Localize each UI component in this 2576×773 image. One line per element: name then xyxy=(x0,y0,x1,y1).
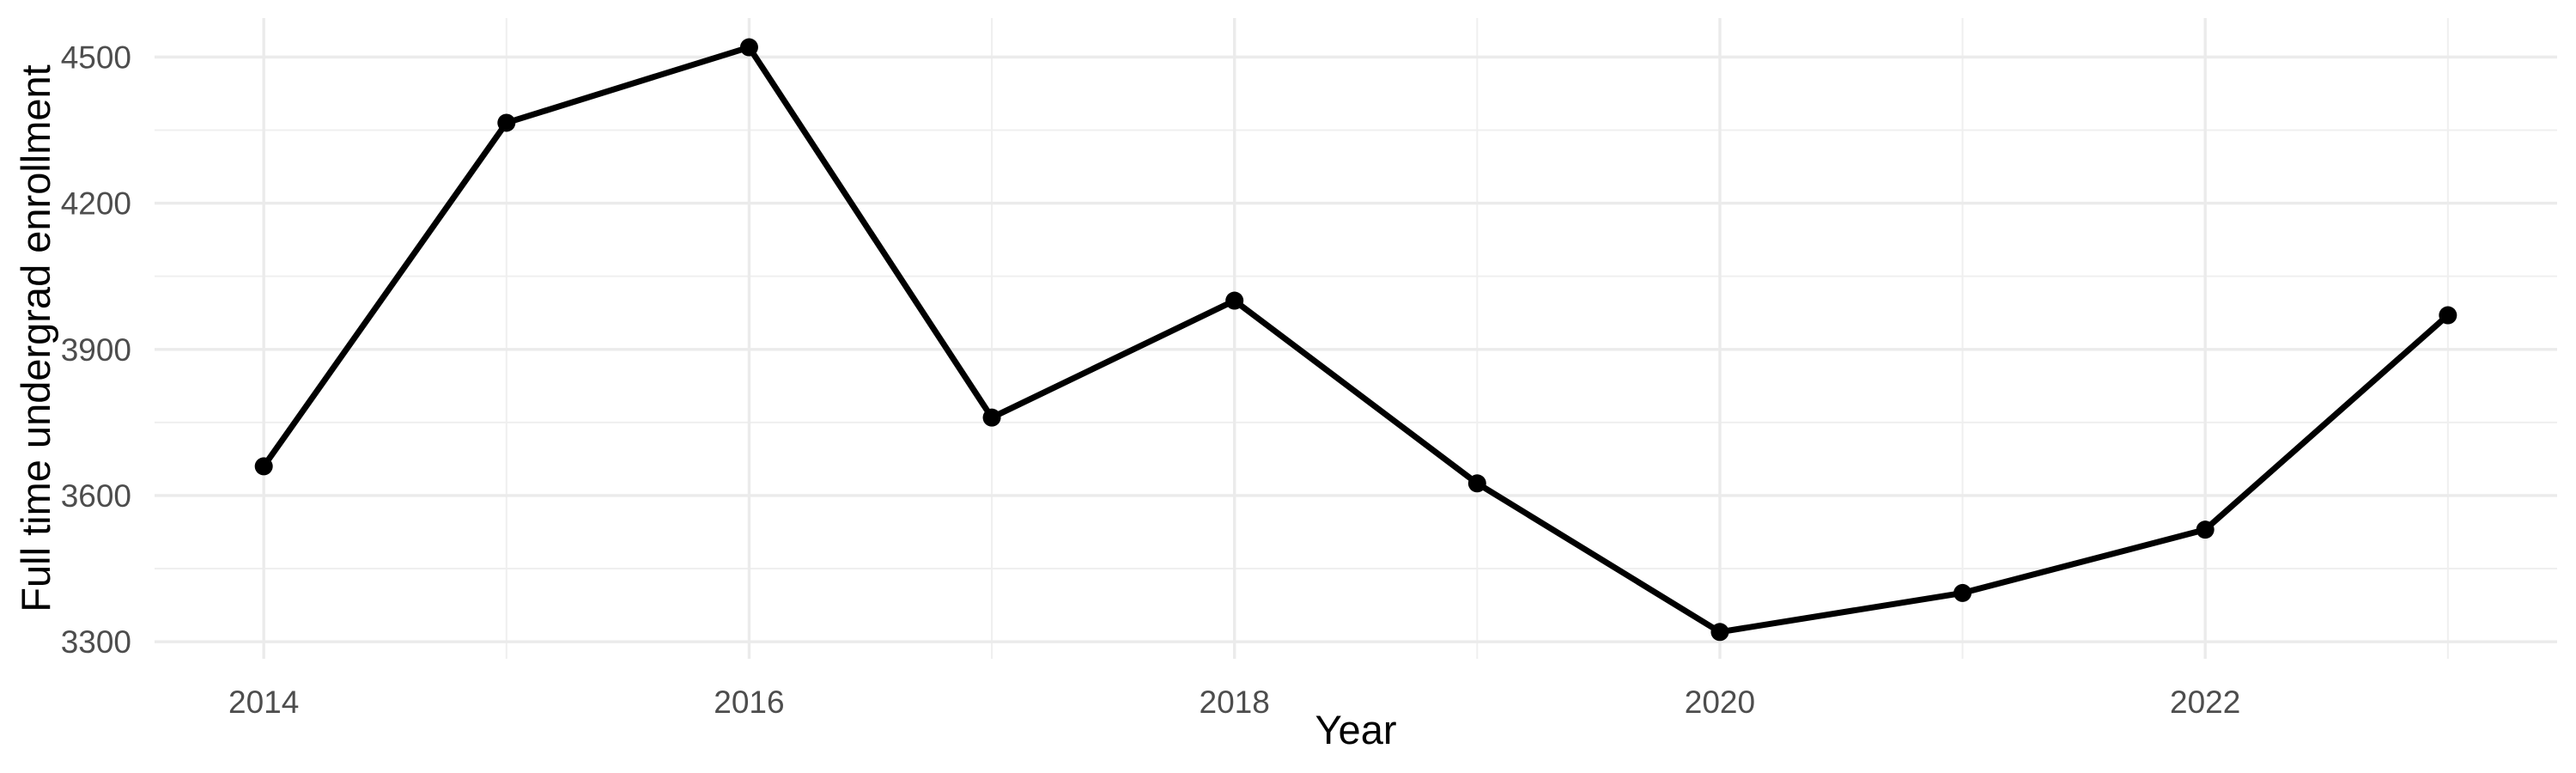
data-point xyxy=(982,408,1001,427)
data-point xyxy=(1467,474,1486,493)
x-tick-label: 2020 xyxy=(1685,685,1755,720)
y-tick-label: 3900 xyxy=(61,332,131,368)
y-tick-label: 4500 xyxy=(61,40,131,75)
x-axis-tick-labels: 2014 2016 2018 2020 2022 xyxy=(228,685,2240,720)
data-series xyxy=(254,38,2458,642)
x-axis-title: Year xyxy=(1315,707,1397,752)
y-tick-label: 3600 xyxy=(61,478,131,514)
data-point xyxy=(254,457,273,476)
x-tick-label: 2022 xyxy=(2170,685,2240,720)
y-axis-tick-labels: 4500 4200 3900 3600 3300 xyxy=(61,40,131,660)
y-tick-label: 4200 xyxy=(61,186,131,222)
x-tick-label: 2014 xyxy=(228,685,299,720)
enrollment-line xyxy=(261,44,2451,636)
gridlines-major xyxy=(155,18,2557,659)
data-point xyxy=(739,38,758,57)
data-point xyxy=(497,113,516,132)
x-tick-label: 2018 xyxy=(1200,685,1270,720)
data-point xyxy=(1953,583,1972,602)
gridlines-minor xyxy=(155,18,2557,659)
x-tick-label: 2016 xyxy=(714,685,784,720)
y-tick-label: 3300 xyxy=(61,624,131,660)
data-point xyxy=(1710,623,1729,642)
y-axis-title: Full time undergrad enrollment xyxy=(13,64,58,612)
data-point xyxy=(2196,520,2215,539)
data-point xyxy=(2439,306,2458,325)
data-point xyxy=(1225,291,1244,310)
